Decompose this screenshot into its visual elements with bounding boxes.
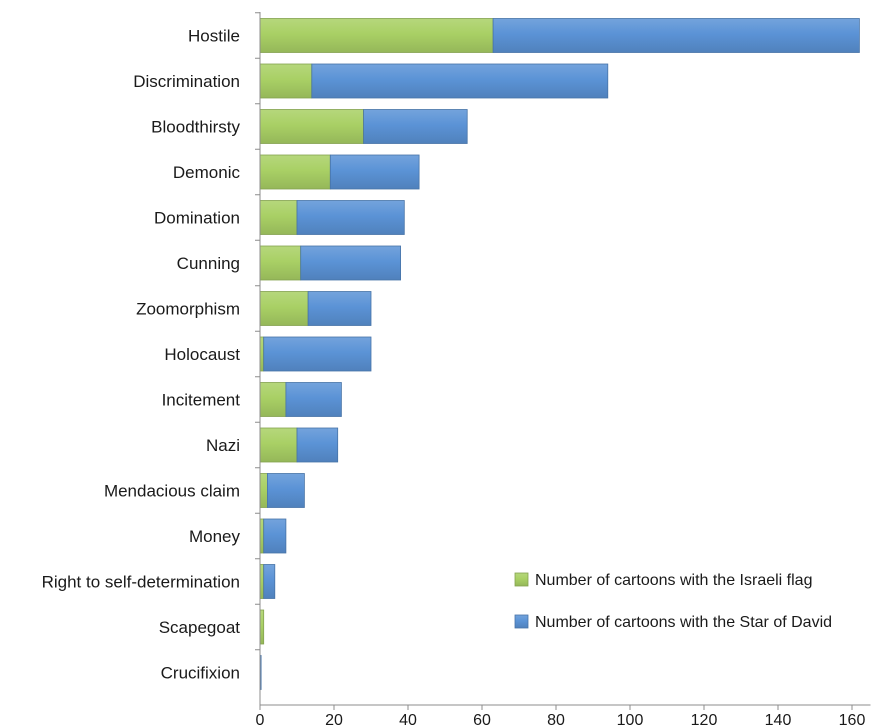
legend-swatch-series-2	[514, 614, 529, 629]
category-label: Holocaust	[164, 345, 240, 364]
bar-right-to-self-determination-series-2	[263, 564, 276, 599]
bar-zoomorphism-series-1	[259, 291, 309, 326]
category-label: Cunning	[177, 254, 240, 273]
bar-nazi-series-2	[296, 427, 339, 463]
category-label: Demonic	[173, 163, 241, 182]
x-tick-label: 20	[325, 712, 343, 727]
category-label: Bloodthirsty	[151, 118, 240, 137]
bar-right-to-self-determination-series-1	[259, 564, 265, 599]
bar-money-series-1	[259, 518, 265, 554]
bar-cunning-series-1	[259, 245, 302, 281]
x-tick-label: 0	[256, 712, 265, 727]
category-label: Hostile	[188, 27, 240, 46]
bar-discrimination-series-1	[259, 63, 313, 99]
category-label: Scapegoat	[159, 618, 241, 637]
x-tick-label: 160	[839, 712, 866, 727]
category-label: Crucifixion	[161, 664, 240, 683]
bar-demonic-series-1	[259, 154, 331, 190]
category-label: Domination	[154, 209, 240, 228]
x-tick-label: 80	[547, 712, 565, 727]
bar-hostile-series-1	[259, 18, 494, 53]
bar-incitement-series-1	[259, 382, 287, 417]
bar-discrimination-series-2	[311, 63, 609, 99]
bar-bloodthirsty-series-2	[363, 109, 468, 144]
bar-zoomorphism-series-2	[307, 291, 372, 326]
bar-mendacious-claim-series-1	[259, 473, 268, 508]
bars-layer	[259, 18, 860, 690]
category-label: Zoomorphism	[136, 300, 240, 319]
bar-incitement-series-2	[285, 382, 342, 417]
category-label: Money	[189, 527, 241, 546]
bar-hostile-series-2	[492, 18, 860, 53]
bar-bloodthirsty-series-1	[259, 109, 364, 144]
category-label: Mendacious claim	[104, 482, 240, 501]
bar-money-series-2	[263, 518, 287, 554]
legend-label-series-1: Number of cartoons with the Israeli flag	[535, 572, 812, 589]
x-tick-label: 40	[399, 712, 417, 727]
x-tick-label: 120	[691, 712, 718, 727]
legend-label-series-2: Number of cartoons with the Star of Davi…	[535, 614, 832, 631]
axis-layer: Hostile Discrimination Bloodthirsty Demonic…	[42, 12, 871, 727]
category-label: Right to self-determination	[42, 573, 240, 592]
bar-holocaust-series-2	[263, 336, 372, 372]
bar-holocaust-series-1	[259, 336, 265, 372]
x-tick-label: 60	[473, 712, 491, 727]
x-tick-label: 140	[765, 712, 792, 727]
x-tick-label: 100	[617, 712, 644, 727]
bar-demonic-series-2	[329, 154, 420, 190]
bar-mendacious-claim-series-2	[266, 473, 305, 508]
bar-cunning-series-2	[300, 245, 402, 281]
category-label: Incitement	[162, 391, 241, 410]
bar-nazi-series-1	[259, 427, 298, 463]
bar-scapegoat-series-1	[259, 609, 265, 645]
bar-domination-series-2	[296, 200, 405, 235]
category-label: Discrimination	[133, 72, 240, 91]
category-label: Nazi	[206, 436, 240, 455]
bar-domination-series-1	[259, 200, 298, 235]
legend-swatch-series-1	[514, 572, 529, 587]
legend: Number of cartoons with the Israeli flag…	[514, 572, 832, 631]
